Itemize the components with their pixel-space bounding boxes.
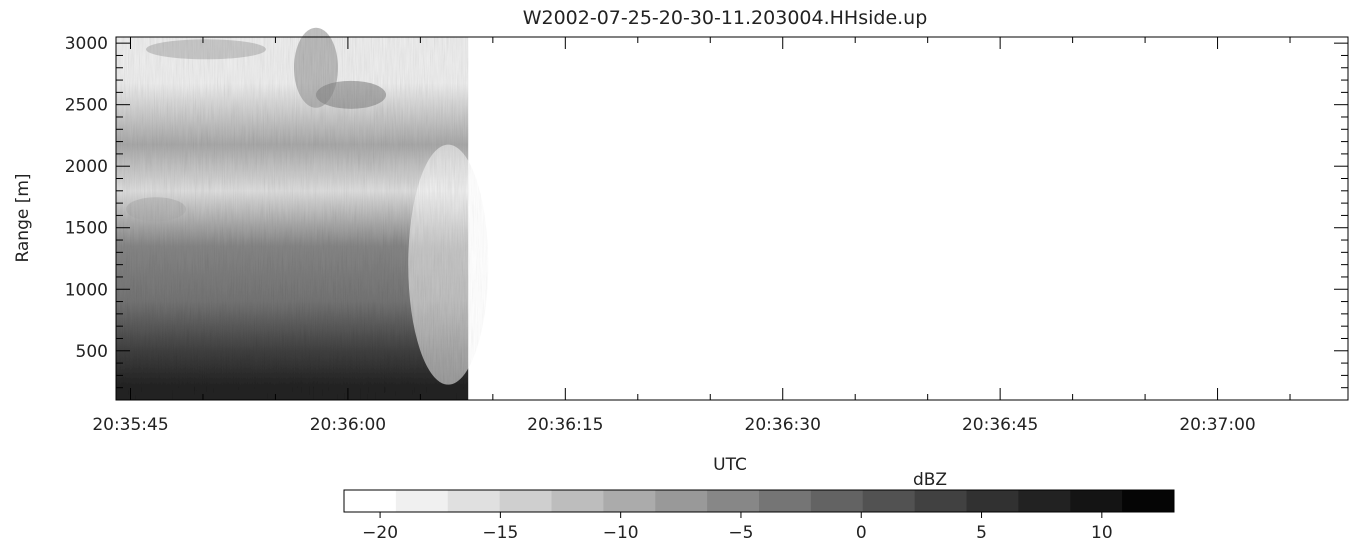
colorbar-swatch — [344, 490, 397, 512]
y-tick-label: 1500 — [65, 219, 108, 239]
colorbar-tick-label: 10 — [1091, 523, 1113, 543]
y-tick-label: 1000 — [65, 280, 108, 300]
x-axis-label: UTC — [713, 455, 747, 475]
colorbar-swatch — [395, 490, 449, 512]
y-tick-label: 2000 — [65, 157, 108, 177]
colorbar-swatch — [862, 490, 916, 512]
colorbar-swatch — [707, 490, 760, 512]
plot-border — [115, 36, 1349, 401]
colorbar-tick-label: 0 — [856, 523, 867, 543]
colorbar-swatch — [810, 490, 864, 512]
colorbar-tick-label: −20 — [362, 523, 398, 543]
x-tick-label: 20:36:00 — [310, 415, 386, 435]
y-axis: 500 1000 1500 2000 2500 3000 — [65, 34, 1348, 401]
y-tick-label: 2500 — [65, 96, 108, 116]
colorbar-border — [343, 489, 1175, 513]
colorbar-swatch — [1018, 490, 1071, 512]
x-axis: 20:35:45 20:36:00 20:36:15 20:36:30 20:36:45… — [92, 37, 1291, 435]
x-tick-label: 20:36:45 — [962, 415, 1038, 435]
colorbar-swatch — [914, 490, 967, 512]
x-tick-label: 20:37:00 — [1179, 415, 1255, 435]
y-tick-label: 500 — [76, 342, 108, 362]
colorbar-tick-label: −5 — [728, 523, 753, 543]
colorbar-swatch — [603, 490, 656, 512]
y-tick-label: 3000 — [65, 34, 108, 54]
heatmap-patch — [316, 80, 386, 109]
colorbar-swatch — [1122, 490, 1175, 512]
colorbar-swatch — [759, 490, 812, 512]
heatmap-patch — [126, 197, 186, 222]
colorbar-swatch — [966, 490, 1019, 512]
heatmap-patch — [146, 39, 266, 60]
colorbar-tick-label: −10 — [603, 523, 639, 543]
x-tick-label: 20:36:15 — [527, 415, 603, 435]
colorbar-swatch — [447, 490, 501, 512]
heatmap-data — [116, 27, 489, 400]
colorbar-tick-label: −15 — [482, 523, 518, 543]
x-tick-label: 20:35:45 — [92, 415, 168, 435]
y-axis-label: Range [m] — [13, 173, 33, 262]
colorbar-tick-label: 5 — [976, 523, 987, 543]
chart-title: W2002-07-25-20-30-11.203004.HHside.up — [523, 7, 928, 29]
plot-frame — [115, 36, 1349, 401]
colorbar: −20 −15 −10 −5 0 5 10 — [343, 489, 1175, 543]
colorbar-swatch — [655, 490, 708, 512]
plot-area — [116, 27, 489, 400]
colorbar-swatch — [551, 490, 604, 512]
heatmap-patch — [408, 144, 489, 385]
colorbar-label: dBZ — [913, 470, 947, 490]
colorbar-swatch — [1070, 490, 1123, 512]
colorbar-swatch — [499, 490, 552, 512]
x-tick-label: 20:36:30 — [745, 415, 821, 435]
